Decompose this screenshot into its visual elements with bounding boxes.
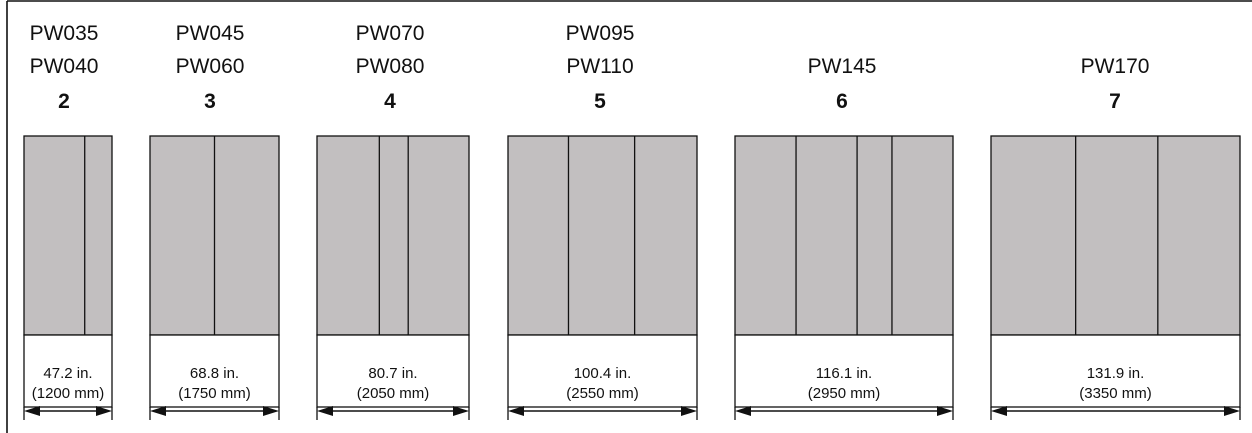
width-mm: (1750 mm): [178, 385, 251, 402]
width-arrow: [734, 406, 954, 420]
section-count: 6: [836, 90, 848, 113]
model-label: PW145: [808, 55, 877, 78]
dimension-box: [507, 334, 698, 408]
model-label: PW070: [356, 22, 425, 45]
width-inches: 47.2 in.: [43, 365, 92, 382]
width-arrow: [990, 406, 1241, 420]
unit-panel: [990, 135, 1241, 336]
unit-panel: [316, 135, 470, 336]
unit-3: PW070 PW080 4 80.7 in. (2050 mm): [316, 22, 470, 420]
outer-frame: [6, 0, 1252, 433]
width-mm: (2050 mm): [357, 385, 430, 402]
dimension-box: [734, 334, 954, 408]
model-label: PW170: [1081, 55, 1150, 78]
unit-panel: [507, 135, 698, 336]
dimension-box: [23, 334, 113, 408]
width-arrow: [316, 406, 470, 420]
section-count: 5: [594, 90, 606, 113]
model-label: PW035: [30, 22, 99, 45]
dimension-box: [149, 334, 280, 408]
model-label: PW045: [176, 22, 245, 45]
width-arrow: [507, 406, 698, 420]
model-label: PW095: [566, 22, 635, 45]
model-label: PW060: [176, 55, 245, 78]
unit-6: PW170 7 131.9 in. (3350 mm): [990, 55, 1241, 420]
unit-panel: [734, 135, 954, 336]
model-label: PW040: [30, 55, 99, 78]
model-label: PW110: [566, 55, 633, 78]
unit-2: PW045 PW060 3 68.8 in. (1750 mm): [149, 22, 280, 420]
unit-1: PW035 PW040 2 47.2 in. (1200 mm): [23, 22, 113, 420]
width-inches: 80.7 in.: [368, 365, 417, 382]
width-inches: 68.8 in.: [190, 365, 239, 382]
model-label: PW080: [356, 55, 425, 78]
width-mm: (1200 mm): [32, 385, 105, 402]
dimension-box: [990, 334, 1241, 408]
section-count: 4: [384, 90, 396, 113]
section-count: 3: [204, 90, 216, 113]
width-arrow: [23, 406, 113, 420]
section-count: 7: [1109, 90, 1121, 113]
width-mm: (2950 mm): [808, 385, 881, 402]
dimension-box: [316, 334, 470, 408]
width-inches: 116.1 in.: [816, 365, 872, 382]
unit-5: PW145 6 116.1 in. (2950 mm): [734, 55, 954, 420]
width-inches: 100.4 in.: [574, 365, 632, 382]
unit-4: PW095 PW110 5 100.4 in. (2550 mm): [507, 22, 698, 420]
width-mm: (2550 mm): [566, 385, 639, 402]
section-count: 2: [58, 90, 70, 113]
unit-panel: [23, 135, 113, 336]
width-mm: (3350 mm): [1079, 385, 1152, 402]
width-inches: 131.9 in.: [1087, 365, 1145, 382]
width-arrow: [149, 406, 280, 420]
